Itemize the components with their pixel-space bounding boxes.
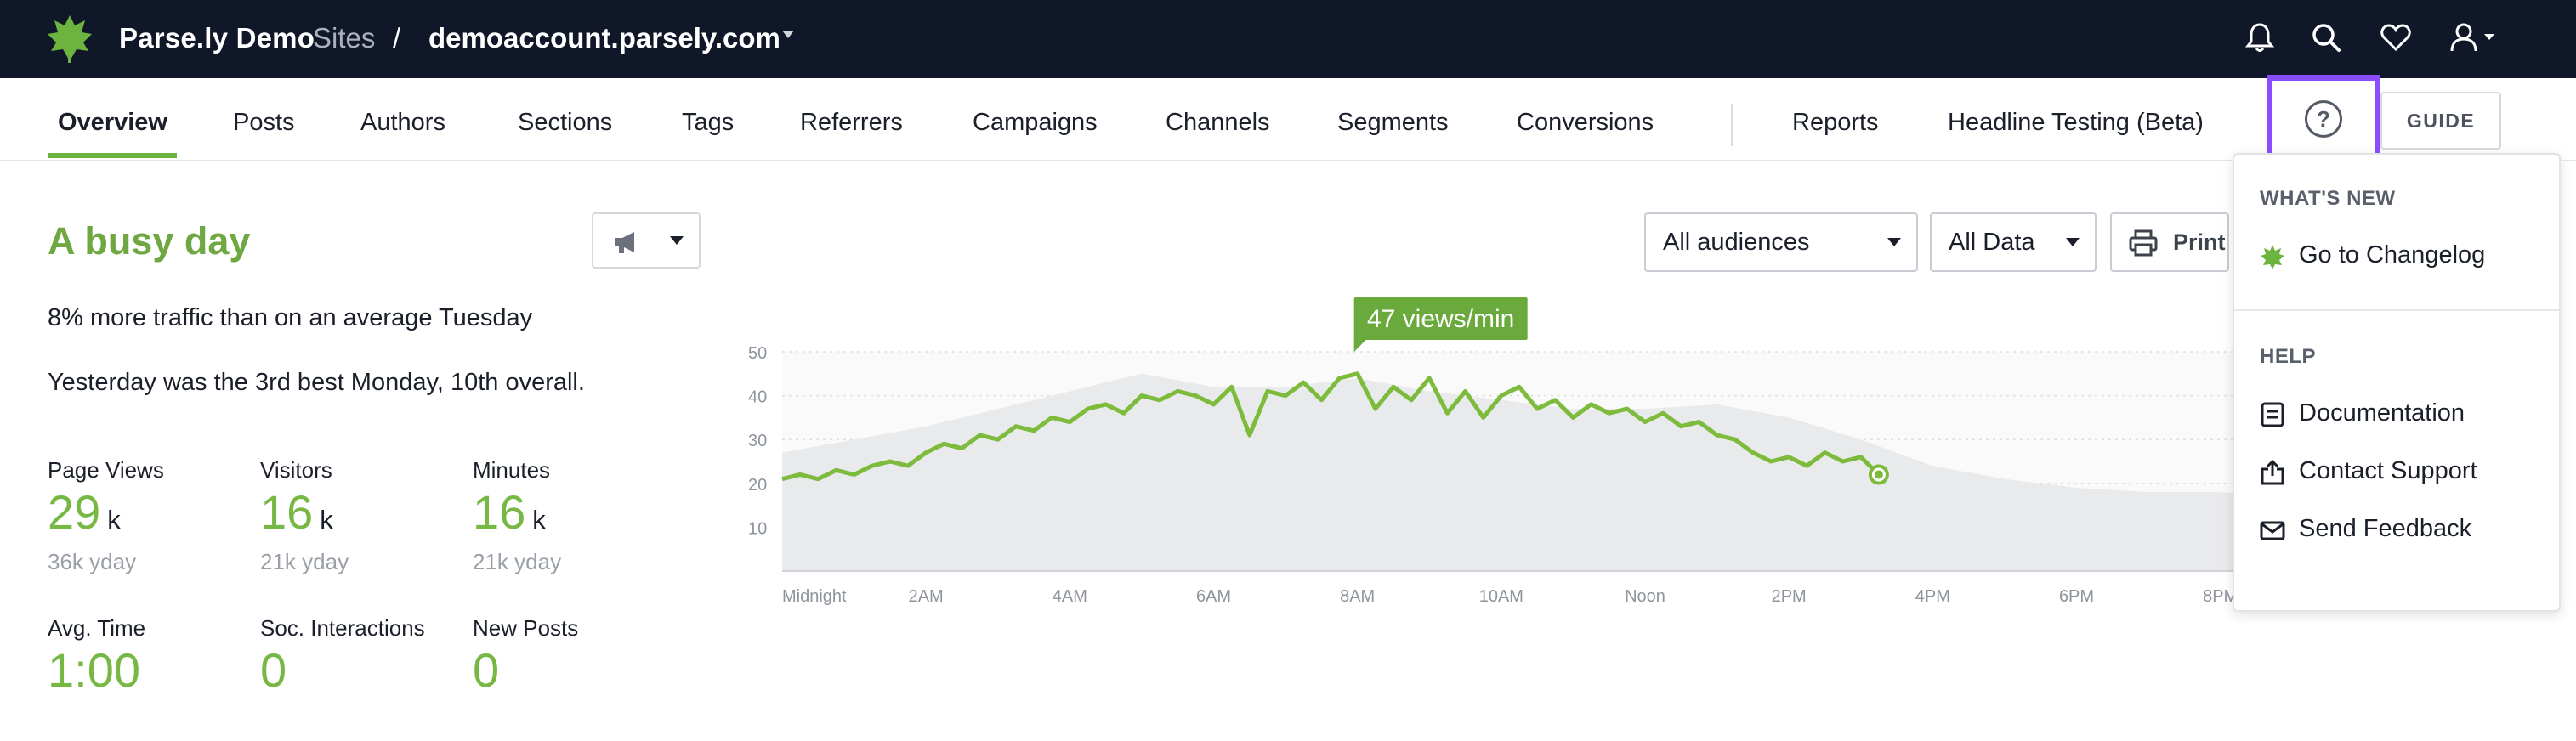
today-series-line: [781, 371, 1881, 482]
data-select[interactable]: All Data: [1930, 212, 2097, 272]
tab-reports[interactable]: Reports: [1792, 109, 1879, 136]
x-tick-label: 4AM: [1053, 587, 1087, 606]
heart-icon[interactable]: [2379, 20, 2413, 54]
metric-label: Avg. Time: [48, 615, 146, 641]
tab-authors[interactable]: Authors: [360, 109, 445, 136]
audience-select-value: All audiences: [1663, 229, 1810, 256]
documentation-link[interactable]: Documentation: [2260, 399, 2515, 430]
document-icon: [2261, 402, 2284, 427]
ranking-note: Yesterday was the 3rd best Monday, 10th …: [48, 369, 585, 396]
chevron-down-icon[interactable]: [782, 31, 794, 38]
tab-segments[interactable]: Segments: [1337, 109, 1449, 136]
external-share-icon: [2261, 459, 2284, 485]
y-tick-label: 20: [748, 476, 767, 495]
brand-name[interactable]: Parse.ly Demo: [119, 22, 315, 54]
parsely-leaf-icon: [2261, 245, 2284, 269]
x-tick-label: Midnight: [782, 587, 847, 606]
x-tick-label: 6AM: [1196, 587, 1231, 606]
metric-value: 1:00: [48, 643, 140, 697]
user-icon[interactable]: [2448, 20, 2499, 54]
megaphone-icon: [615, 232, 634, 253]
tab-overview[interactable]: Overview: [58, 109, 167, 136]
envelope-icon: [2260, 521, 2285, 540]
metric-label: Visitors: [260, 457, 332, 483]
sites-link[interactable]: Sites: [313, 22, 376, 54]
traffic-chart[interactable]: 10 20 30 40 50 Midnight 2AM 4AM 6AM 8AM 10AM Noon 2P…: [740, 289, 2508, 612]
x-tick-label: 4PM: [1915, 587, 1950, 606]
x-tick-label: 6PM: [2059, 587, 2094, 606]
help-button-highlight[interactable]: ?: [2267, 75, 2380, 161]
page-headline: A busy day: [48, 219, 251, 263]
announce-dropdown[interactable]: [592, 212, 701, 269]
y-tick-label: 30: [748, 432, 767, 450]
metric-yday: 21k yday: [260, 549, 349, 574]
search-icon[interactable]: [2309, 20, 2343, 54]
metric-label: Soc. Interactions: [260, 615, 425, 641]
metric-value: 0: [260, 643, 287, 697]
whats-new-header: WHAT'S NEW: [2260, 187, 2396, 210]
y-tick-label: 40: [748, 388, 767, 407]
metric-value: 0: [473, 643, 500, 697]
print-button[interactable]: Print: [2110, 212, 2229, 272]
help-dropdown-menu: WHAT'S NEW Go to Changelog HELP Document…: [2233, 153, 2561, 612]
chevron-down-icon: [670, 236, 684, 245]
y-tick-label: 50: [748, 344, 767, 363]
send-feedback-link[interactable]: Send Feedback: [2260, 515, 2515, 546]
tab-channels[interactable]: Channels: [1166, 109, 1270, 136]
traffic-comparison: 8% more traffic than on an average Tuesd…: [48, 304, 533, 331]
tab-posts[interactable]: Posts: [233, 109, 295, 136]
domain-selector[interactable]: demoaccount.parsely.com: [428, 22, 780, 54]
section-nav: Overview Posts Authors Sections Tags Ref…: [0, 78, 2576, 161]
x-tick-label: 8AM: [1340, 587, 1375, 606]
tab-conversions[interactable]: Conversions: [1517, 109, 1654, 136]
breadcrumb-separator: /: [393, 22, 401, 54]
tab-headline-testing[interactable]: Headline Testing (Beta): [1948, 109, 2204, 136]
metric-label: New Posts: [473, 615, 579, 641]
contact-support-link[interactable]: Contact Support: [2260, 457, 2515, 488]
current-point-dot: [1874, 470, 1883, 479]
metric-yday: 36k yday: [48, 549, 137, 574]
x-tick-label: 2AM: [909, 587, 944, 606]
guide-button[interactable]: GUIDE: [2380, 92, 2501, 150]
printer-icon: [2129, 229, 2158, 257]
print-label: Print: [2173, 229, 2226, 255]
chevron-down-icon: [2066, 238, 2080, 246]
x-tick-label: 2PM: [1772, 587, 1807, 606]
data-select-value: All Data: [1949, 229, 2035, 256]
metric-value: 16 k: [473, 485, 546, 539]
metric-yday: 21k yday: [473, 549, 562, 574]
top-bar: Parse.ly Demo Sites / demoaccount.parsel…: [0, 0, 2576, 78]
changelog-link[interactable]: Go to Changelog: [2260, 241, 2515, 272]
x-tick-label: Noon: [1625, 587, 1665, 606]
tooltip-box: [1353, 297, 1528, 340]
tab-campaigns[interactable]: Campaigns: [973, 109, 1098, 136]
active-tab-indicator: [48, 153, 177, 158]
bell-icon[interactable]: [2243, 20, 2277, 54]
tab-sections[interactable]: Sections: [518, 109, 613, 136]
dropdown-divider: [2234, 309, 2559, 311]
metric-value: 16 k: [260, 485, 333, 539]
audience-select[interactable]: All audiences: [1644, 212, 1918, 272]
nav-divider: [1731, 104, 1733, 146]
parsely-leaf-icon[interactable]: [46, 12, 94, 65]
y-tick-label: 10: [748, 519, 767, 538]
metric-label: Minutes: [473, 457, 551, 483]
chevron-down-icon: [1887, 238, 1901, 246]
tooltip-pointer: [1353, 338, 1368, 352]
x-tick-label: 8PM: [2203, 587, 2238, 606]
metric-label: Page Views: [48, 457, 164, 483]
tab-referrers[interactable]: Referrers: [800, 109, 903, 136]
x-tick-label: 10AM: [1479, 587, 1523, 606]
tab-tags[interactable]: Tags: [682, 109, 735, 136]
help-icon[interactable]: ?: [2305, 100, 2342, 138]
typical-series-area: [782, 373, 2508, 571]
metric-value: 29 k: [48, 485, 121, 539]
help-header: HELP: [2260, 345, 2317, 368]
tooltip-label: 47 views/min: [1367, 305, 1514, 333]
